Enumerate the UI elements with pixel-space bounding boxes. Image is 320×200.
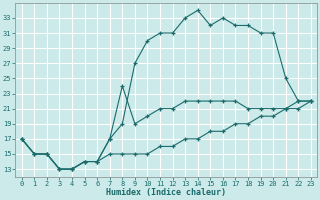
X-axis label: Humidex (Indice chaleur): Humidex (Indice chaleur) bbox=[106, 188, 226, 197]
